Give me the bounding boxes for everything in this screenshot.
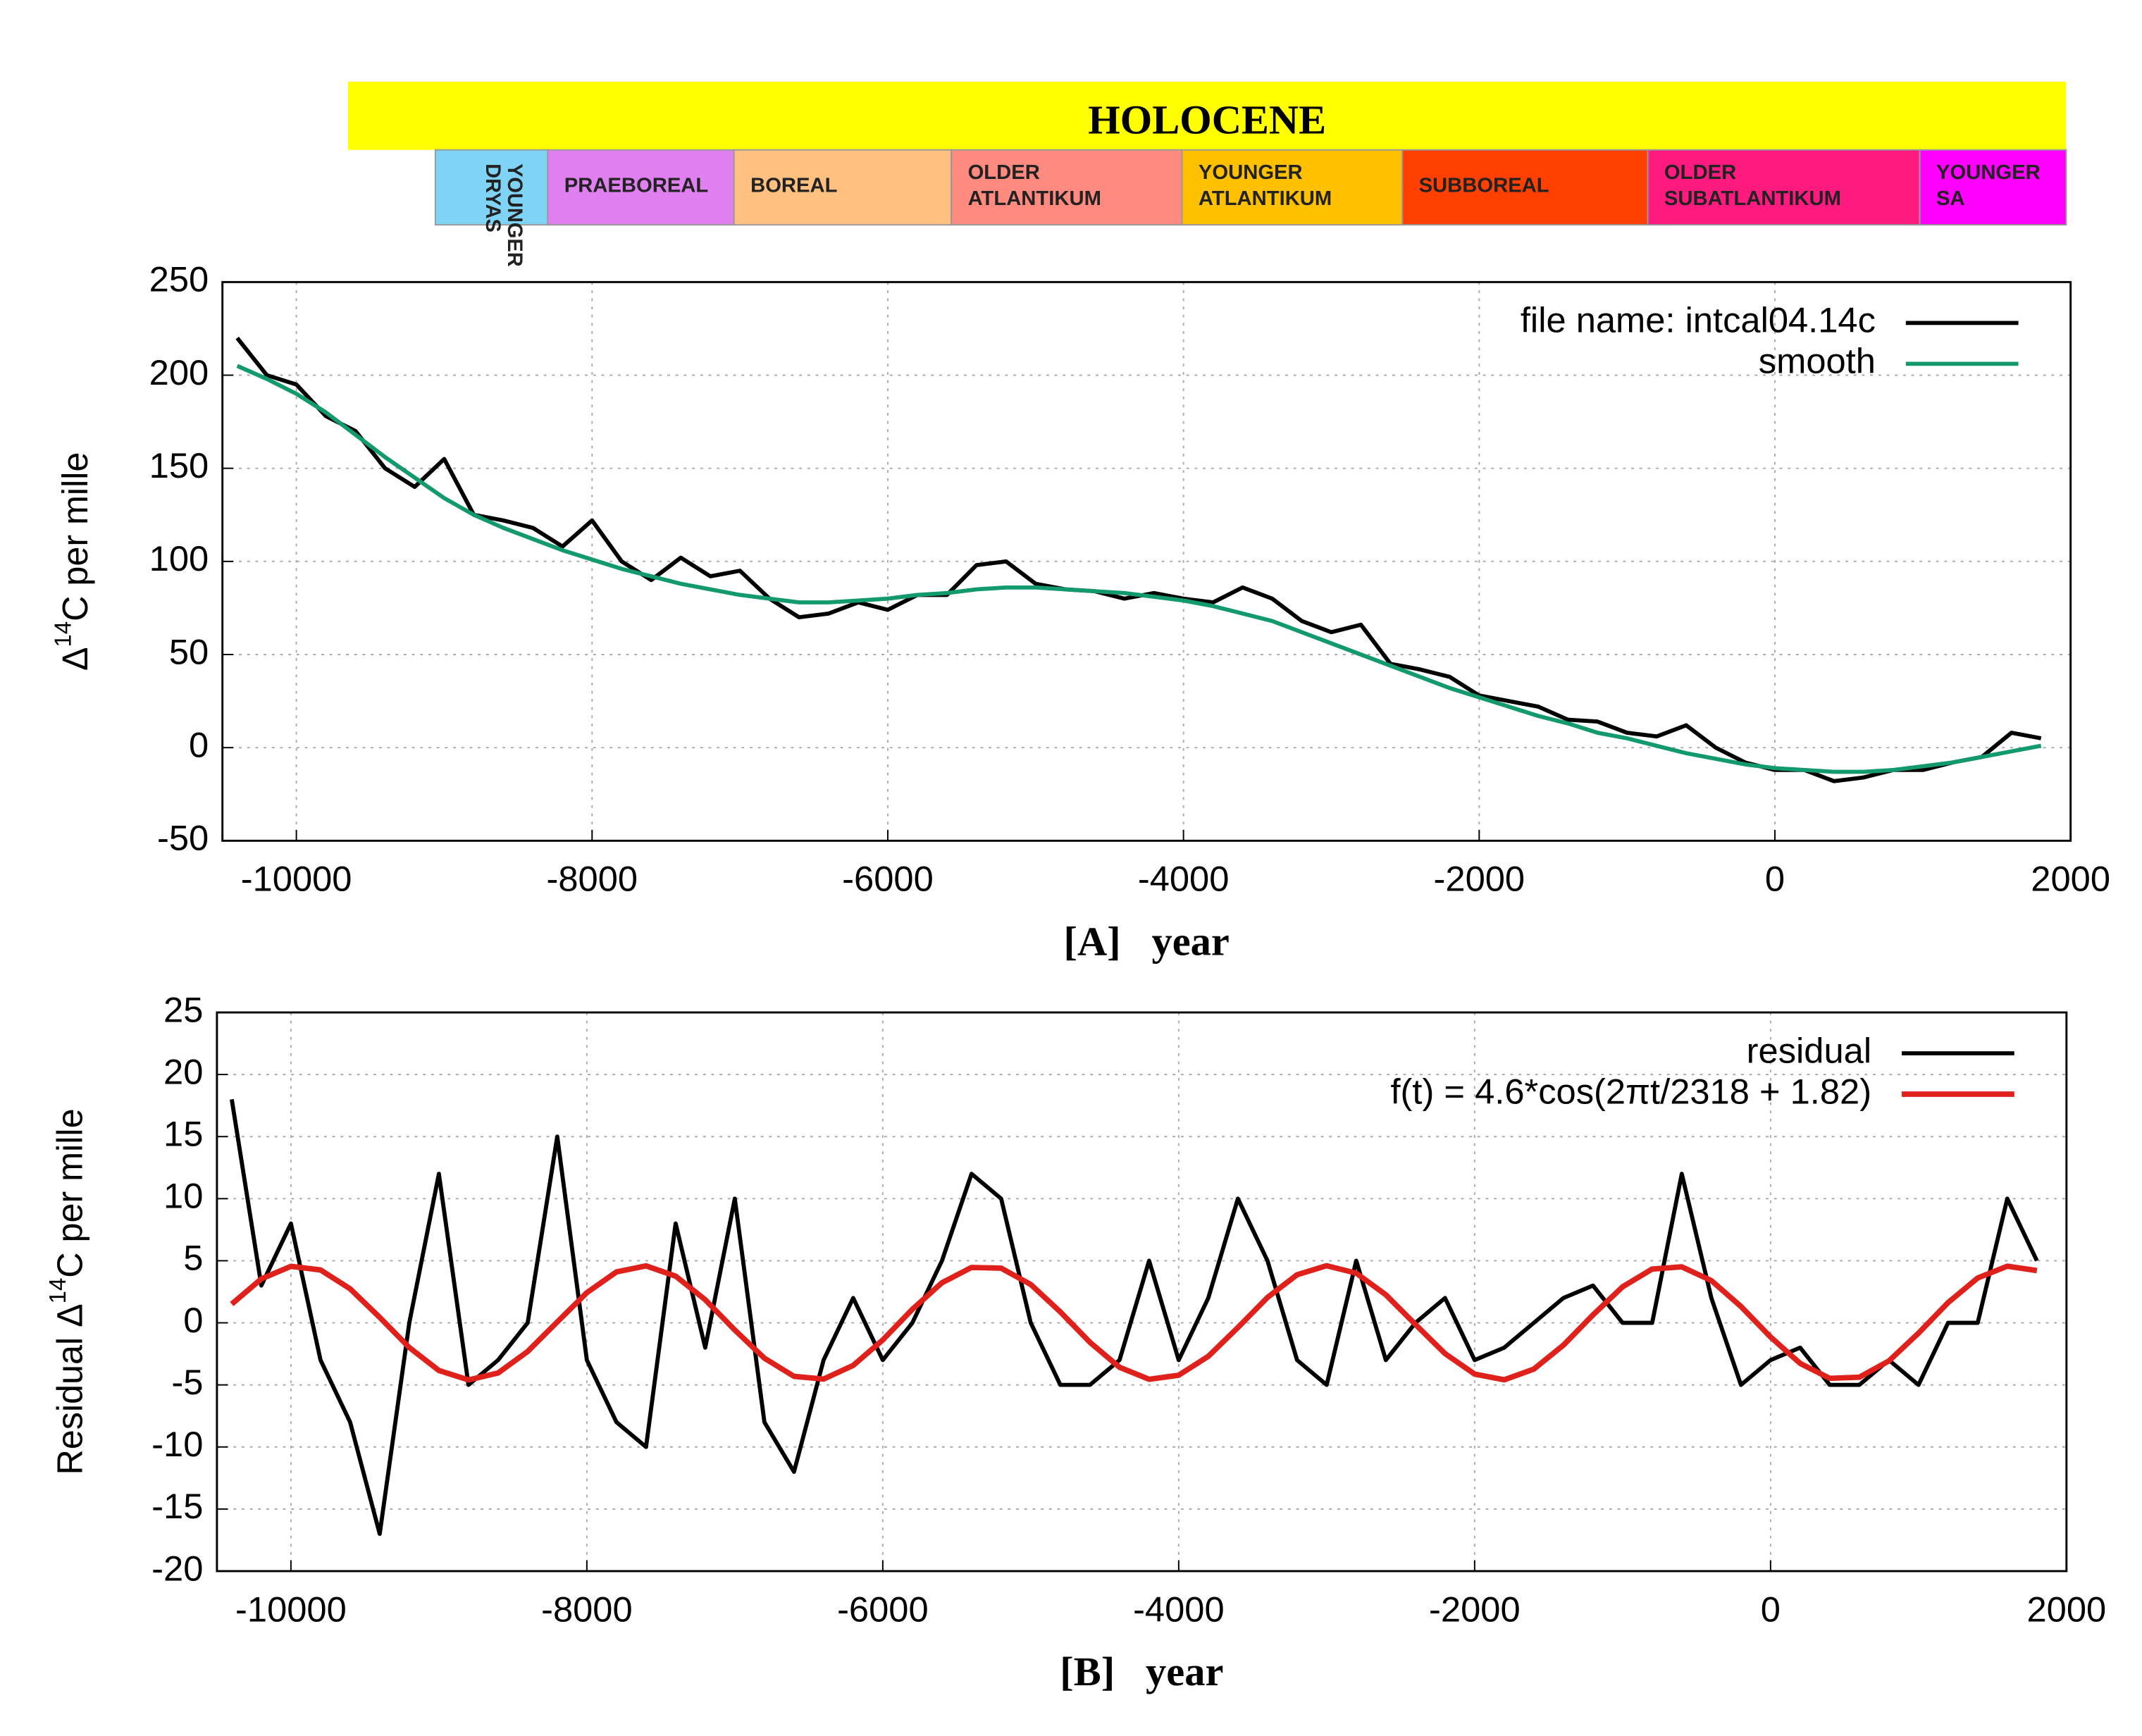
period-label: SA <box>1936 187 1965 210</box>
y-tick-label: 25 <box>163 989 203 1029</box>
x-tick-label: -2000 <box>1434 859 1525 899</box>
y-tick-label: -10 <box>151 1424 203 1464</box>
period-box <box>951 149 1183 226</box>
period-box <box>1181 149 1404 226</box>
epoch-bar <box>348 82 2067 150</box>
period-label: YOUNGER <box>503 163 526 267</box>
period-label: ATLANTIKUM <box>1199 187 1332 210</box>
legend-label: smooth <box>1759 341 1876 381</box>
x-tick-label: -10000 <box>235 1589 347 1629</box>
period-box <box>1647 149 1921 226</box>
y-tick-label: -5 <box>171 1362 203 1402</box>
series-line <box>236 364 2042 774</box>
x-tick-label: -4000 <box>1138 859 1230 899</box>
epoch-title: HOLOCENE <box>1088 97 1326 143</box>
x-tick-label: -10000 <box>241 859 352 899</box>
x-tick-label: -8000 <box>546 859 638 899</box>
y-tick-label: 0 <box>189 725 209 765</box>
y-axis-label-part: Δ <box>55 647 95 671</box>
period-label: BOREAL <box>750 175 837 197</box>
x-tick-label: 2000 <box>2026 1589 2106 1629</box>
period-label: PRAEBOREAL <box>564 175 709 197</box>
period-label: OLDER <box>1664 161 1736 184</box>
y-axis-label: Residual Δ14C per mille <box>44 1108 89 1475</box>
y-tick-label: 200 <box>149 352 209 392</box>
y-axis-label-part: C per mille <box>55 452 95 621</box>
period-box <box>434 149 549 226</box>
period-box <box>1919 149 2067 226</box>
x-tick-label: -6000 <box>842 859 934 899</box>
legend-label: file name: intcal04.14c <box>1521 300 1876 340</box>
y-tick-label: 20 <box>163 1052 203 1092</box>
plot-frame <box>221 280 2072 842</box>
legend-label: residual <box>1747 1030 1871 1070</box>
x-tick-label: 0 <box>1761 1589 1781 1629</box>
y-axis-label-part: C per mille <box>49 1108 89 1277</box>
x-tick-label: 2000 <box>2031 859 2110 899</box>
series-line <box>230 1098 2039 1537</box>
y-axis-label-part: Residual Δ <box>49 1303 89 1475</box>
y-axis-label-part: 14 <box>49 621 75 647</box>
x-axis-label: [B] year <box>1060 1649 1223 1694</box>
y-tick-label: -15 <box>151 1486 203 1526</box>
y-tick-label: 150 <box>149 445 209 485</box>
x-tick-label: -8000 <box>541 1589 633 1629</box>
period-label: YOUNGER <box>1199 161 1303 184</box>
y-tick-label: 0 <box>183 1300 203 1340</box>
y-tick-label: 15 <box>163 1114 203 1154</box>
x-tick-label: -4000 <box>1133 1589 1225 1629</box>
plot-frame <box>216 1011 2068 1573</box>
y-axis-label: Δ14C per mille <box>49 452 95 671</box>
y-tick-label: -50 <box>157 818 209 858</box>
period-label: SUBBOREAL <box>1419 175 1549 197</box>
y-axis-label-part: 14 <box>44 1278 70 1304</box>
x-axis-label: [A] year <box>1064 919 1230 965</box>
period-label: SUBATLANTIKUM <box>1664 187 1841 210</box>
y-tick-label: 10 <box>163 1176 203 1216</box>
x-tick-label: -6000 <box>837 1589 929 1629</box>
x-tick-label: -2000 <box>1429 1589 1521 1629</box>
series-line <box>230 1263 2038 1383</box>
period-label: DRYAS <box>481 163 504 232</box>
period-box <box>1401 149 1649 226</box>
y-tick-label: 100 <box>149 538 209 578</box>
period-label: ATLANTIKUM <box>968 187 1101 210</box>
period-label: OLDER <box>968 161 1040 184</box>
y-tick-label: -20 <box>151 1548 203 1588</box>
y-tick-label: 50 <box>169 631 209 671</box>
period-label: YOUNGER <box>1936 161 2041 184</box>
y-tick-label: 5 <box>183 1238 203 1278</box>
legend-label: f(t) = 4.6*cos(2πt/2318 + 1.82) <box>1390 1072 1871 1112</box>
y-tick-label: 250 <box>149 259 209 299</box>
x-tick-label: 0 <box>1765 859 1785 899</box>
